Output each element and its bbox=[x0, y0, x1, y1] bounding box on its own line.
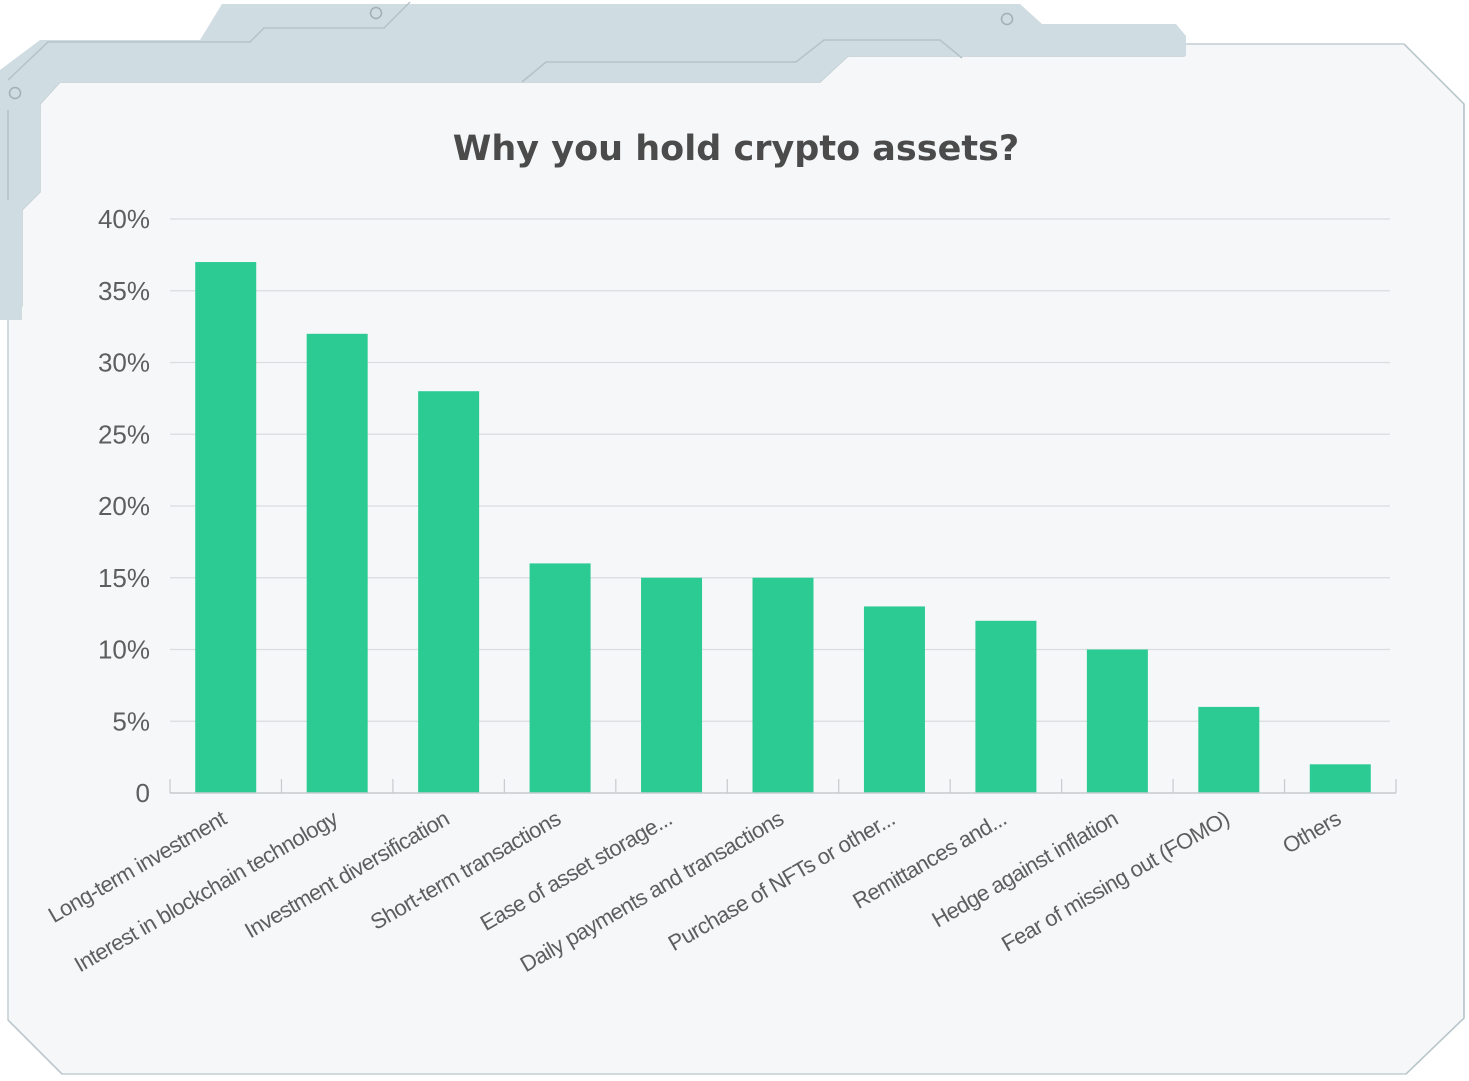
chart-title: Why you hold crypto assets? bbox=[453, 129, 1019, 169]
y-tick-label: 0 bbox=[136, 778, 150, 808]
circuit-line-top-mid bbox=[521, 39, 963, 83]
y-tick-label: 35% bbox=[98, 276, 150, 306]
frame-bevel-right bbox=[1403, 43, 1465, 1075]
top-accent-band bbox=[0, 4, 1186, 320]
frame-bevel-left-bottom bbox=[7, 1019, 63, 1075]
y-tick-label: 5% bbox=[112, 706, 150, 736]
y-tick-label: 15% bbox=[98, 563, 150, 593]
y-axis: 0 5% 10% 15% 20% 25% 30% 35% 40% bbox=[98, 204, 150, 808]
y-tick-label: 40% bbox=[98, 204, 150, 234]
bar bbox=[975, 620, 1037, 793]
bar bbox=[863, 606, 925, 793]
bar bbox=[641, 577, 703, 793]
bar bbox=[195, 262, 257, 793]
bar bbox=[1309, 764, 1371, 793]
bar bbox=[1198, 706, 1260, 793]
circuit-node-3 bbox=[8, 86, 22, 100]
bar bbox=[306, 333, 368, 793]
circuit-node-2 bbox=[1000, 12, 1014, 26]
bar bbox=[1086, 649, 1148, 793]
bars bbox=[195, 262, 1371, 793]
y-tick-label: 20% bbox=[98, 491, 150, 521]
y-tick-label: 10% bbox=[98, 635, 150, 665]
y-tick-label: 30% bbox=[98, 348, 150, 378]
circuit-line-top-left bbox=[7, 1, 411, 81]
circuit-node-1 bbox=[369, 6, 383, 20]
bar bbox=[752, 577, 814, 793]
bar bbox=[529, 563, 591, 793]
bar bbox=[418, 391, 480, 793]
y-tick-label: 25% bbox=[98, 419, 150, 449]
